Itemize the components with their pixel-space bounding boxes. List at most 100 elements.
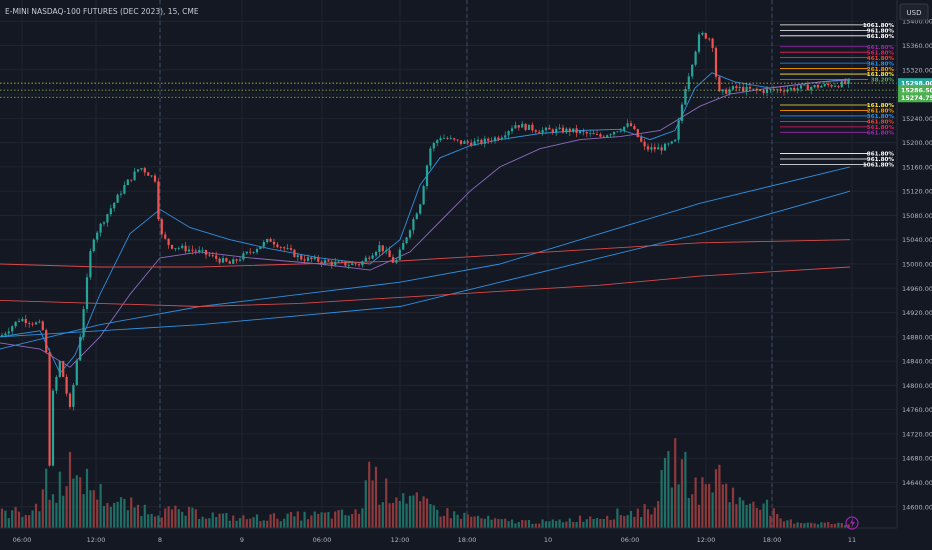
volume-bar: [609, 519, 612, 528]
candle: [208, 251, 211, 257]
candle: [113, 202, 116, 212]
volume-bar: [538, 523, 541, 528]
volume-bar: [21, 516, 24, 528]
time-tick-label: 06:00: [313, 536, 332, 544]
volume-bar: [48, 499, 51, 528]
candle: [599, 132, 602, 139]
lightning-icon[interactable]: [845, 516, 859, 530]
candle: [578, 130, 582, 135]
volume-bar: [306, 519, 310, 528]
candle: [269, 237, 272, 242]
candle: [259, 246, 262, 250]
volume-bar: [514, 523, 517, 528]
candle: [694, 50, 697, 67]
candle: [589, 129, 592, 137]
time-tick-label: 06:00: [621, 536, 640, 544]
candle: [765, 85, 769, 97]
candle: [718, 75, 721, 92]
volume-bar: [487, 515, 490, 528]
fib-level-label: 461.80%: [867, 120, 895, 126]
candle: [657, 143, 660, 150]
volume-bar: [517, 522, 520, 528]
price-tick-label: 15120.00: [902, 188, 932, 196]
candle: [446, 136, 449, 140]
candle: [551, 128, 554, 135]
volume-bar: [521, 520, 524, 528]
candle: [575, 124, 578, 138]
candle: [4, 331, 7, 338]
volume-bar: [184, 515, 187, 528]
volume-bar: [844, 525, 847, 528]
candle: [204, 249, 208, 259]
price-axis[interactable]: 15400.0015360.0015320.0015280.0015240.00…: [902, 18, 932, 512]
candle: [592, 130, 595, 135]
volume-bar: [313, 511, 316, 528]
candle: [354, 262, 357, 267]
candles: [0, 31, 850, 467]
time-tick-label: 8: [158, 536, 162, 544]
volume-bar: [640, 517, 643, 528]
candle: [487, 137, 490, 145]
volume-bar: [351, 513, 354, 528]
candle: [153, 173, 157, 184]
volume-bar: [388, 503, 391, 528]
candle: [742, 83, 745, 93]
volume-bar: [823, 522, 826, 528]
volume-bar: [65, 486, 68, 528]
candle: [317, 255, 320, 265]
volume-bar: [561, 522, 565, 528]
currency-button[interactable]: USD: [899, 3, 929, 21]
candle: [106, 213, 109, 227]
fib-level-label: 361.80%: [867, 61, 895, 67]
volume-bar: [816, 524, 820, 528]
volume-bar: [225, 512, 228, 528]
volume-bar: [653, 507, 656, 528]
moving-average-line: [0, 239, 851, 268]
candle: [228, 260, 231, 264]
chart-title: E-MINI NASDAQ-100 FUTURES (DEC 2023), 15…: [5, 7, 199, 16]
candle: [813, 84, 816, 89]
candle: [833, 83, 837, 88]
volume-bar: [405, 503, 408, 528]
volume-bar: [109, 506, 112, 528]
volume-bar: [799, 523, 803, 528]
candle: [799, 85, 803, 92]
time-axis[interactable]: 06:00 12:00 8 9 06:00 12:00 18:00 10 06:00 12:00 1…: [13, 536, 857, 544]
volume-bar: [810, 522, 813, 528]
volume-bar: [779, 518, 782, 528]
price-tick-label: 14960.00: [902, 285, 932, 293]
candle: [527, 124, 531, 131]
candle: [728, 86, 731, 96]
volume-bar: [646, 509, 650, 528]
volume-bar: [578, 515, 582, 528]
volume-bar: [371, 480, 374, 528]
volume-bar: [113, 502, 116, 528]
candle: [157, 178, 160, 222]
volume-bar: [167, 506, 170, 528]
volume-bar: [619, 515, 622, 528]
moving-average-line: [0, 72, 851, 375]
volume-bar: [599, 518, 602, 528]
volume-bar: [725, 483, 728, 528]
candle: [79, 333, 82, 361]
price-label-text: 15286.50: [901, 88, 932, 95]
volume-bar: [361, 508, 364, 528]
candle: [201, 247, 204, 254]
volume-bar: [99, 483, 102, 528]
volume-bar: [177, 509, 180, 528]
candle: [436, 139, 439, 147]
candle: [623, 126, 626, 134]
candle: [415, 212, 418, 220]
candle: [293, 248, 296, 258]
horizontal-levels: [0, 82, 897, 98]
volume-bar: [847, 524, 850, 528]
candle: [412, 216, 415, 235]
fib-level-label: 1061.80%: [863, 163, 894, 169]
candle: [48, 348, 51, 467]
volume-bar: [585, 519, 588, 528]
volume-bar: [24, 514, 27, 528]
volume-bar: [215, 517, 218, 528]
candle: [643, 138, 646, 150]
candle: [504, 131, 507, 141]
